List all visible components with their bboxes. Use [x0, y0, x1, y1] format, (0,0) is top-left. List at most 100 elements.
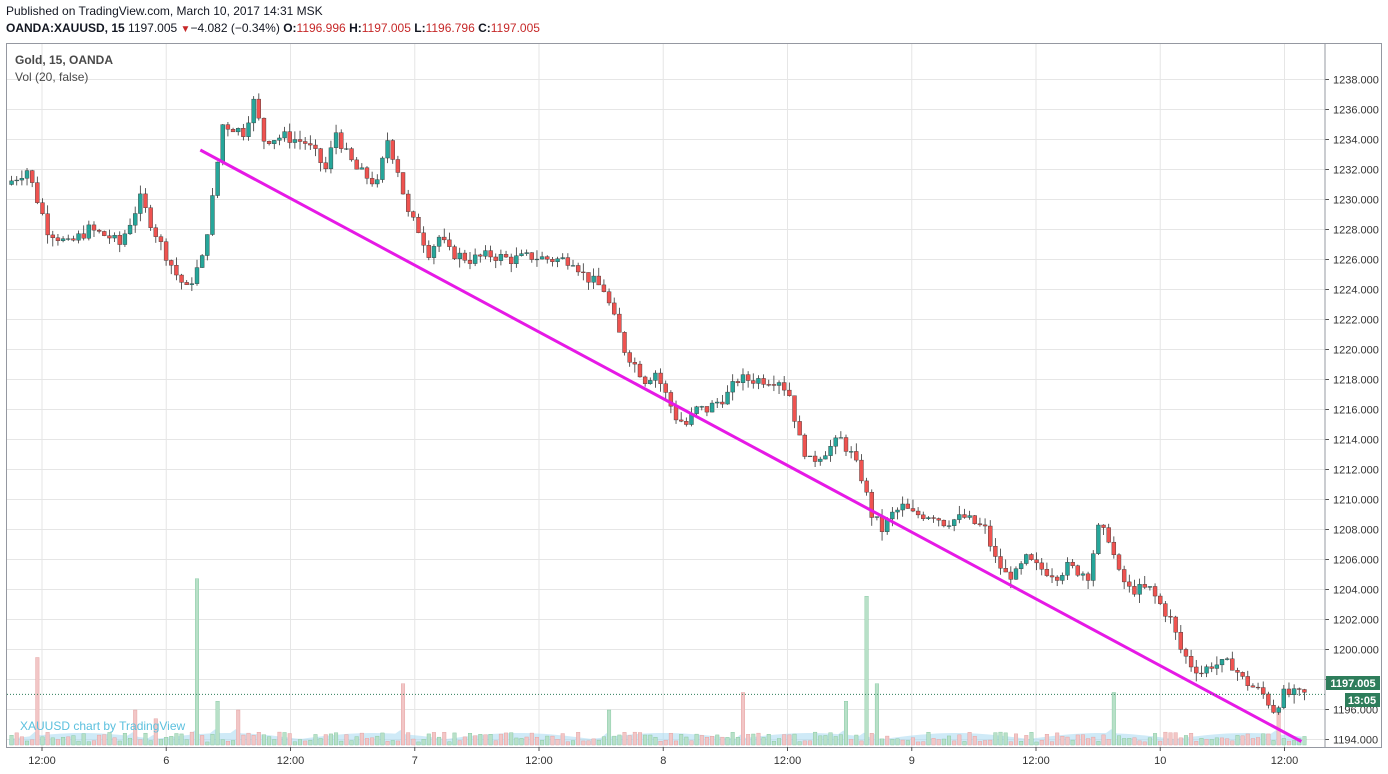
volume-bar — [473, 735, 478, 746]
candle-body — [843, 437, 849, 452]
volume-bar — [225, 741, 230, 746]
volume-bar — [401, 683, 406, 746]
volume-bar — [1122, 738, 1127, 746]
candle-body — [951, 519, 957, 526]
volume-bar — [1024, 735, 1029, 746]
candle-body — [184, 282, 189, 285]
volume-bar — [545, 735, 550, 746]
volume-bar — [334, 732, 339, 746]
volume-bar — [1286, 740, 1291, 746]
y-tick-label: 1224.000 — [1333, 285, 1379, 297]
candle-body — [1276, 707, 1281, 713]
volume-bar — [359, 732, 364, 746]
x-tick-label: 6 — [163, 755, 169, 767]
volume-bar — [421, 739, 426, 746]
volume-bar — [560, 733, 565, 746]
candle-body — [575, 265, 581, 273]
candle-body — [1224, 658, 1230, 660]
volume-bars — [9, 578, 1307, 746]
volume-bar — [1153, 733, 1158, 746]
volume-bar — [1111, 692, 1116, 746]
watermark: XAUUSD chart by TradingView — [20, 719, 186, 733]
candle-body — [302, 141, 308, 144]
candle-body — [354, 159, 359, 170]
ohlc-header: OANDA:XAUUSD, 15 1197.005 ▼−4.082 (−0.34… — [6, 21, 540, 35]
volume-bar — [637, 732, 642, 746]
volume-bar — [138, 739, 143, 746]
volume-bar — [45, 732, 50, 746]
candle-body — [117, 235, 122, 245]
candle-body — [50, 234, 55, 239]
volume-bar — [833, 736, 838, 746]
candle-body — [1060, 575, 1065, 581]
volume-bar — [617, 734, 622, 746]
candle-body — [1127, 581, 1132, 587]
candle-body — [91, 224, 97, 231]
candle-body — [431, 246, 437, 258]
volume-bar — [287, 733, 292, 746]
candle-body — [838, 437, 844, 439]
volume-bar — [916, 741, 921, 746]
volume-bar — [931, 738, 936, 746]
volume-bar — [1163, 731, 1168, 746]
volume-bar — [1230, 740, 1235, 746]
volume-bar — [308, 740, 313, 746]
candle-body — [261, 117, 267, 142]
price-change: −4.082 (−0.34%) — [190, 21, 280, 35]
volume-bar — [298, 739, 302, 746]
candle-body — [807, 455, 813, 458]
volume-bar — [576, 732, 581, 746]
candle-body — [1214, 664, 1220, 669]
candle-body — [890, 511, 895, 520]
candle-body — [658, 372, 663, 384]
candle-body — [272, 140, 277, 144]
candle-body — [1291, 688, 1297, 695]
candle-body — [653, 372, 658, 381]
candle-body — [426, 245, 431, 258]
volume-bar — [977, 741, 982, 746]
volume-bar — [972, 736, 977, 746]
volume-bar — [529, 732, 534, 746]
grid — [7, 44, 1325, 747]
candle-body — [282, 131, 287, 139]
volume-bar — [102, 734, 107, 746]
candle-body — [936, 518, 941, 521]
volume-bar — [19, 736, 24, 746]
symbol-label: OANDA:XAUUSD, 15 — [6, 21, 125, 35]
candle-body — [854, 451, 859, 461]
volume-bar — [813, 731, 818, 746]
candle-body — [1152, 586, 1158, 597]
candle-body — [313, 144, 318, 149]
candle-body — [1266, 693, 1271, 706]
candle-body — [1142, 584, 1147, 588]
candle-body — [668, 392, 674, 407]
volume-bar — [375, 735, 380, 746]
volume-bar — [802, 740, 807, 746]
volume-bar — [1183, 735, 1188, 746]
candle-body — [127, 224, 133, 235]
volume-bar — [674, 740, 679, 746]
volume-bar — [658, 741, 663, 746]
volume-bar — [1292, 740, 1297, 746]
volume-bar — [282, 732, 287, 746]
candle-body — [1199, 672, 1204, 675]
published-caption: Published on TradingView.com, March 10, … — [6, 4, 323, 18]
countdown-value: 13:05 — [1348, 695, 1376, 707]
high-label: H: — [349, 21, 362, 35]
chart-frame[interactable] — [6, 43, 1382, 748]
volume-bar — [1266, 733, 1271, 746]
candle-body — [715, 401, 720, 404]
candle-body — [169, 260, 174, 266]
volume-bar — [30, 739, 35, 746]
volume-bar — [1261, 733, 1266, 746]
candle-body — [509, 256, 514, 265]
candle-body — [596, 275, 601, 286]
volume-bar — [947, 735, 951, 746]
candle-body — [776, 382, 782, 386]
volume-bar — [200, 735, 205, 746]
candle-body — [1245, 676, 1250, 686]
candle-body — [24, 170, 30, 179]
candle-body — [328, 147, 334, 170]
candle-body — [236, 128, 241, 133]
